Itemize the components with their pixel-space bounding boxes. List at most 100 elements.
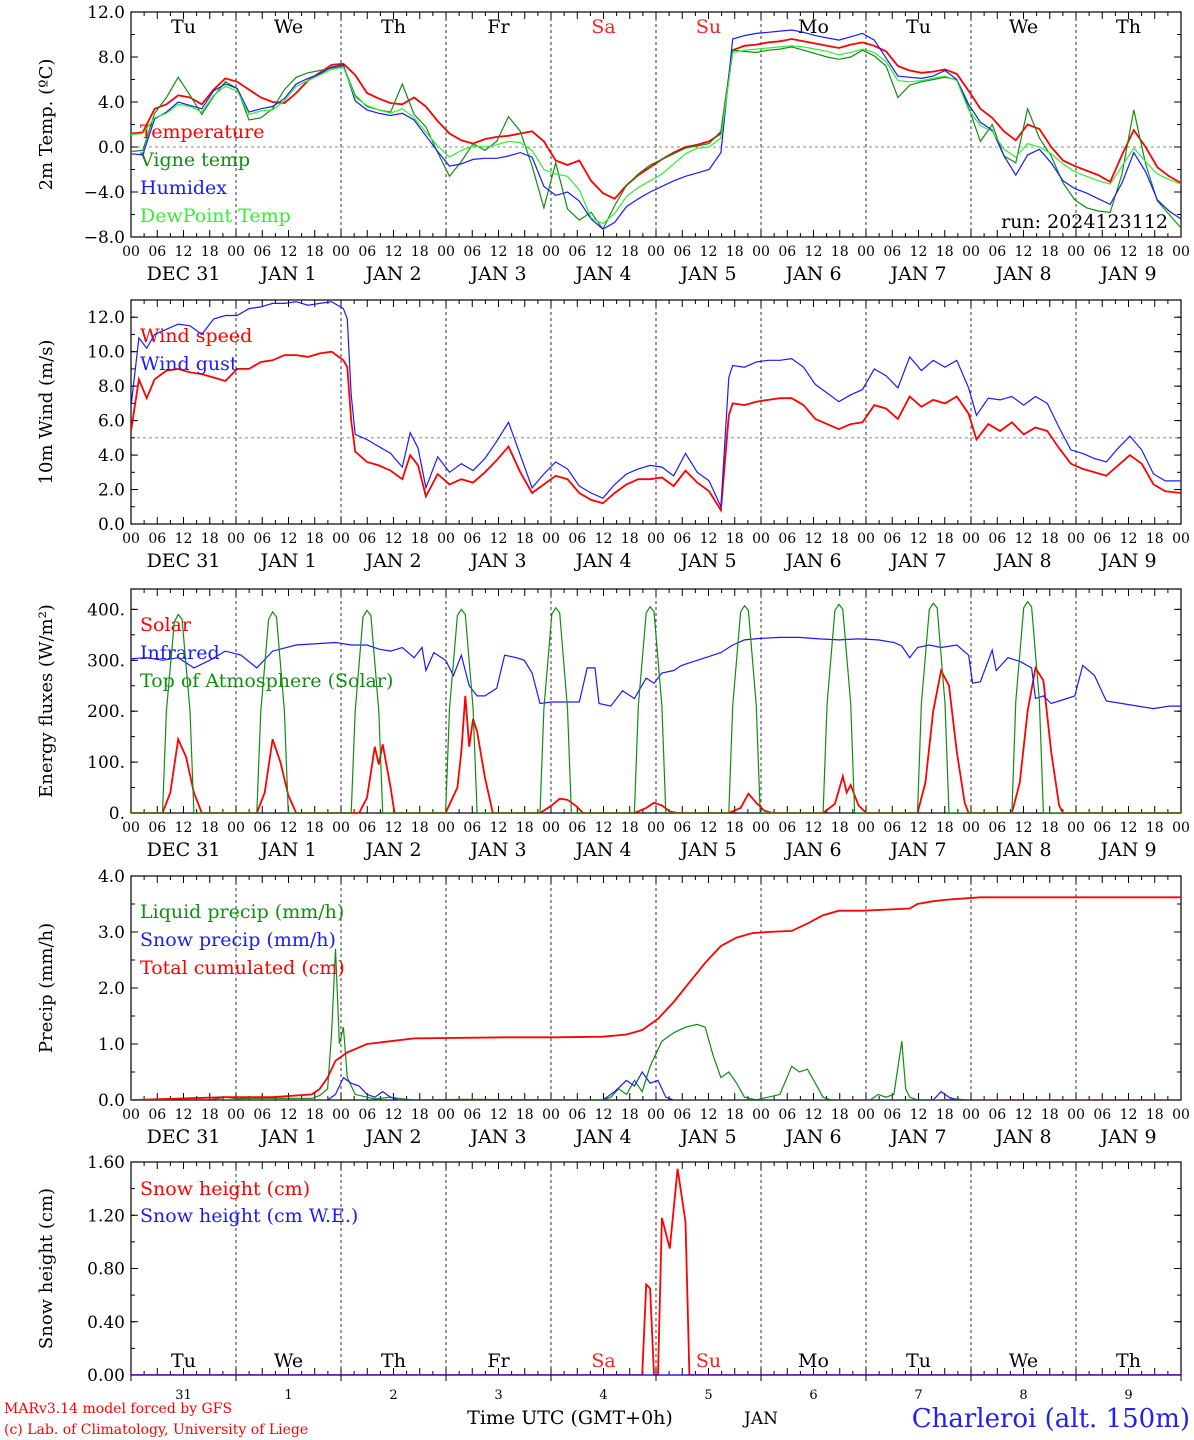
hour-tick-label: 06 <box>568 1107 586 1123</box>
hour-tick-label: 00 <box>962 820 980 836</box>
series-line <box>131 46 1181 231</box>
hour-tick-label: 00 <box>962 244 980 260</box>
hour-tick-label: 00 <box>647 1107 665 1123</box>
legend-entry: Total cumulated (cm) <box>140 957 345 979</box>
y-axis-title: Energy fluxes (W/m²) <box>36 604 57 798</box>
hour-tick-label: 00 <box>1067 531 1085 547</box>
weekday-label: Tu <box>906 16 931 38</box>
hour-tick-label: 18 <box>201 244 219 260</box>
day-number-label: 8 <box>1019 1388 1027 1403</box>
hour-tick-label: 00 <box>227 1107 245 1123</box>
hour-tick-label: 12 <box>175 531 193 547</box>
hour-tick-label: 12 <box>1015 531 1033 547</box>
date-label: JAN 5 <box>678 263 736 285</box>
station-label: Charleroi (alt. 150m) <box>912 1404 1190 1434</box>
hour-tick-label: 18 <box>516 1107 534 1123</box>
hour-tick-label: 00 <box>437 531 455 547</box>
hour-tick-label: 06 <box>778 244 796 260</box>
hour-tick-label: 12 <box>490 820 508 836</box>
weekday-label: We <box>1009 16 1038 38</box>
hour-tick-label: 06 <box>358 820 376 836</box>
hour-tick-label: 18 <box>621 531 639 547</box>
legend-entry: Wind gust <box>140 353 238 375</box>
hour-tick-label: 18 <box>516 244 534 260</box>
date-label: JAN 3 <box>468 839 526 861</box>
hour-tick-label: 12 <box>805 820 823 836</box>
y-tick-label: 8.0 <box>98 48 125 68</box>
series-line <box>131 636 1181 710</box>
hour-tick-label: 12 <box>1015 244 1033 260</box>
y-axis-title: Snow height (cm) <box>36 1188 57 1349</box>
y-tick-label: 1.20 <box>87 1206 125 1226</box>
hour-tick-label: 18 <box>1041 1107 1059 1123</box>
legend-entry: Snow height (cm) <box>140 1178 310 1200</box>
hour-tick-label: 06 <box>883 531 901 547</box>
hour-tick-label: 18 <box>621 1107 639 1123</box>
y-tick-label: 100. <box>87 753 125 773</box>
y-tick-label: 12.0 <box>87 308 125 328</box>
date-label: JAN 2 <box>363 839 421 861</box>
date-label: JAN 9 <box>1098 263 1156 285</box>
hour-tick-label: 12 <box>700 820 718 836</box>
hour-tick-label: 12 <box>910 531 928 547</box>
hour-tick-label: 06 <box>463 820 481 836</box>
series-line <box>131 1070 1181 1100</box>
series-line <box>131 600 1181 813</box>
legend-entry: Wind speed <box>140 325 252 347</box>
hour-tick-label: 00 <box>1172 531 1190 547</box>
hour-tick-label: 00 <box>542 531 560 547</box>
y-tick-label: 200. <box>87 702 125 722</box>
hour-tick-label: 18 <box>936 820 954 836</box>
hour-tick-label: 06 <box>673 1107 691 1123</box>
weekday-label: Th <box>381 16 406 38</box>
legend-entry: Snow height (cm W.E.) <box>140 1205 358 1227</box>
hour-tick-label: 18 <box>201 820 219 836</box>
hour-tick-label: 06 <box>673 244 691 260</box>
hour-tick-label: 06 <box>988 820 1006 836</box>
date-label: JAN 3 <box>468 263 526 285</box>
date-label: JAN 4 <box>573 263 631 285</box>
hour-tick-label: 18 <box>831 244 849 260</box>
hour-tick-label: 18 <box>306 820 324 836</box>
legend-entry: DewPoint Temp <box>140 205 291 227</box>
hour-tick-label: 12 <box>1120 1107 1138 1123</box>
hour-tick-label: 00 <box>122 244 140 260</box>
weekday-label: Fr <box>487 16 510 38</box>
hour-tick-label: 12 <box>1120 531 1138 547</box>
hour-tick-label: 06 <box>358 1107 376 1123</box>
hour-tick-label: 12 <box>805 244 823 260</box>
date-label: JAN 7 <box>888 839 946 861</box>
hour-tick-label: 06 <box>148 1107 166 1123</box>
hour-tick-label: 06 <box>1093 820 1111 836</box>
date-label: JAN 3 <box>468 1126 526 1148</box>
series-line <box>131 350 1181 513</box>
date-label: JAN 8 <box>993 550 1051 572</box>
hour-tick-label: 06 <box>778 531 796 547</box>
date-label: JAN 8 <box>993 839 1051 861</box>
hour-tick-label: 00 <box>542 1107 560 1123</box>
hour-tick-label: 00 <box>332 1107 350 1123</box>
y-axis-title: Precip (mm/h) <box>36 923 57 1053</box>
hour-tick-label: 18 <box>306 244 324 260</box>
series-line <box>131 38 1181 200</box>
weekday-label: Sa <box>591 16 615 38</box>
legend-entry: Vigne temp <box>139 149 250 171</box>
y-tick-label: 6.0 <box>98 412 125 432</box>
hour-tick-label: 18 <box>411 531 429 547</box>
y-tick-label: 0.80 <box>87 1260 125 1280</box>
hour-tick-label: 06 <box>358 244 376 260</box>
hour-tick-label: 12 <box>910 1107 928 1123</box>
hour-tick-label: 00 <box>437 1107 455 1123</box>
y-tick-label: 2.0 <box>98 979 125 999</box>
hour-tick-label: 12 <box>280 1107 298 1123</box>
y-tick-label: 0.0 <box>98 138 125 158</box>
series-line <box>131 45 1181 225</box>
hour-tick-label: 12 <box>595 244 613 260</box>
y-tick-label: 400. <box>87 600 125 620</box>
panel-2: 0.0 2.0 4.0 6.0 8.0 10.0 12.0 10m Wind (m/s) 00 0… <box>36 299 1190 572</box>
y-tick-label: 8.0 <box>98 377 125 397</box>
weekday-label: We <box>1009 1350 1038 1372</box>
hour-tick-label: 06 <box>148 820 166 836</box>
weekday-label: Tu <box>171 1350 196 1372</box>
